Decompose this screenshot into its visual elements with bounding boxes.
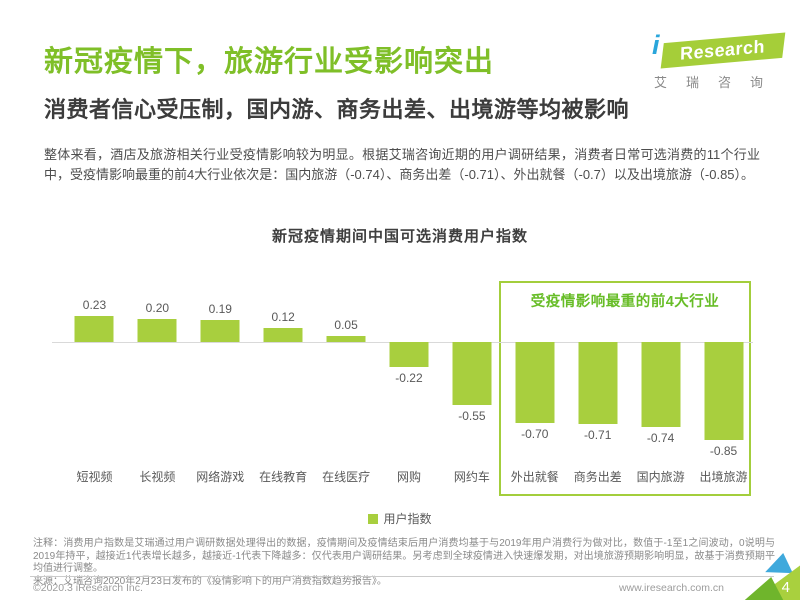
bar [578,342,618,424]
logo-chinese-name: 艾瑞咨询 [654,75,783,90]
chart-column-外出就餐: -0.70 外出就餐 [503,270,566,500]
legend-label: 用户指数 [383,512,432,526]
bar-category-label: 长视频 [139,470,176,484]
bar-category-label: 出境旅游 [699,470,748,484]
bar [704,342,744,440]
bar-category-label: 商务出差 [573,470,622,484]
bar-value-label: 0.12 [271,310,295,324]
bar [641,342,681,427]
chart-column-长视频: 0.20 长视频 [126,270,189,500]
bar-value-label: -0.74 [646,431,675,445]
chart-column-国内旅游: -0.74 国内旅游 [629,270,692,500]
intro-paragraph: 整体来看，酒店及旅游相关行业受疫情影响较为明显。根据艾瑞咨询近期的用户调研结果，… [44,147,760,182]
website-link[interactable]: www.iresearch.com.cn [618,582,724,594]
chart-title: 新冠疫情期间中国可选消费用户指数 [271,228,528,245]
bar-category-label: 在线教育 [259,470,308,484]
chart-column-在线教育: 0.12 在线教育 [252,270,315,500]
bar-value-label: 0.05 [334,318,358,332]
footer-divider [30,576,774,577]
bar-value-label: -0.55 [458,409,486,423]
bar-value-label: 0.20 [145,301,170,315]
highlight-box-title: 受疫情影响最重的前4大行业 [530,294,720,310]
page-number: 4 [781,579,790,596]
bar-value-label: -0.22 [395,371,423,385]
bar-chart: 受疫情影响最重的前4大行业 0.23 短视频 0.20 长视频 0.19 网络游戏 0.12… [0,270,800,500]
footnotes: 注释：消费用户指数是艾瑞通过用户调研数据处理得出的数据，疫情期间及疫情结束后用户… [33,538,775,588]
bar-category-label: 网络游戏 [196,470,245,484]
bar [326,336,366,342]
note-line: 注释：消费用户指数是艾瑞通过用户调研数据处理得出的数据，疫情期间及疫情结束后用户… [33,538,775,574]
chart-column-网购: -0.22 网购 [378,270,441,500]
bar [74,316,114,342]
highlight-box-top4-industries: 受疫情影响最重的前4大行业 [499,281,751,496]
bar-category-label: 外出就餐 [510,470,559,484]
page-corner-decoration: 4 [740,552,800,600]
logo-i-letter: i [652,30,660,60]
chart-legend: 用户指数 [0,510,800,527]
chart-column-出境旅游: -0.85 出境旅游 [692,270,755,500]
bar-category-label: 短视频 [76,470,113,484]
chart-column-商务出差: -0.71 商务出差 [566,270,629,500]
bar-value-label: -0.85 [709,444,738,458]
chart-column-短视频: 0.23 短视频 [63,270,126,500]
chart-column-在线医疗: 0.05 在线医疗 [315,270,378,500]
chart-column-网约车: -0.55 网约车 [440,270,503,500]
bar-category-label: 网购 [396,470,421,484]
bar-value-label: -0.70 [521,427,549,441]
iresearch-logo-wordmark: Research i [650,30,790,69]
copyright-text: ©2020.3 iResearch Inc. [33,582,143,594]
logo-green-flag: Research [660,32,786,69]
bar-category-label: 国内旅游 [636,470,685,484]
logo-research-text: Research [680,36,766,64]
bar-category-label: 在线医疗 [322,470,371,484]
page-subtitle: 消费者信心受压制，国内游、商务出差、出境游等均被影响 [44,97,630,122]
bar [515,342,555,423]
chart-columns: 0.23 短视频 0.20 长视频 0.19 网络游戏 0.12 在线教育 0.05 在线医疗 -0… [63,270,755,500]
bar [200,320,240,342]
chart-column-网络游戏: 0.19 网络游戏 [189,270,252,500]
bar [452,342,492,405]
bar-value-label: 0.19 [208,302,232,316]
bar-value-label: -0.71 [584,428,612,442]
bar-category-label: 网约车 [453,470,490,484]
page-title: 新冠疫情下，旅游行业受影响突出 [44,46,495,78]
bar-value-label: 0.23 [82,298,107,312]
bar [137,319,177,342]
iresearch-logo: Research i 艾瑞咨询 [650,30,790,92]
bar [263,328,303,342]
legend-swatch [368,513,379,524]
source-line: 来源：艾瑞咨询2020年2月23日发布的《疫情影响下的用户消费指数趋势报告》。 [33,575,387,587]
bar [389,342,429,367]
